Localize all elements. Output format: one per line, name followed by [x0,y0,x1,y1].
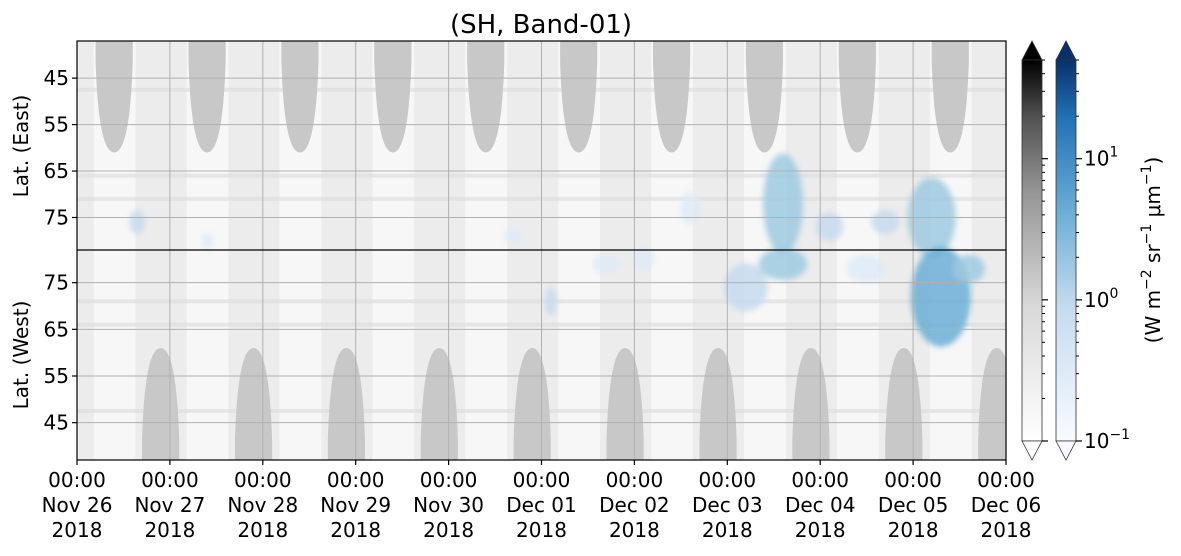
x-tick-label: Nov 30 [413,493,484,517]
x-tick-label: 2018 [516,518,567,542]
x-tick-label: 00:00 [420,468,478,492]
x-tick-label: 2018 [981,518,1032,542]
signal-patch [846,254,887,283]
x-tick-label: Nov 26 [42,493,113,517]
x-tick-label: 2018 [423,518,474,542]
signal-patch [633,247,654,272]
x-tick-label: 2018 [702,518,753,542]
x-tick-label: Nov 27 [134,493,205,517]
upper-y-tick-label: 65 [44,159,69,183]
colorbar-label: (W m−2 sr−1 μm−1) [1139,157,1165,344]
lower-y-tick-label: 45 [44,411,69,435]
x-tick-label: 2018 [609,518,660,542]
x-tick-label: 2018 [52,518,103,542]
upper-y-tick-label: 75 [44,205,69,229]
lower-y-axis: 75 65 55 45 [44,271,77,435]
signal-patch [763,153,804,254]
lower-y-tick-label: 65 [44,317,69,341]
x-tick-label: 00:00 [977,468,1035,492]
upper-y-tick-label: 45 [44,66,69,90]
lower-y-label: Lat. (West) [9,301,33,410]
lower-y-tick-label: 55 [44,364,69,388]
x-tick-label: 00:00 [234,468,292,492]
x-tick-label: Dec 01 [506,493,577,517]
colorbar-tick-label: 101 [1084,145,1118,171]
colorbar-greys-extend-bottom [1021,440,1043,461]
x-tick-label: Nov 29 [320,493,391,517]
x-tick-label: 00:00 [698,468,756,492]
upper-y-axis: 45 55 65 75 [44,66,77,229]
signal-patch [201,232,214,249]
signal-patch [871,210,900,235]
signal-patch [592,254,621,274]
colorbar-greys-extend-top [1021,40,1043,61]
x-tick-label: Dec 05 [878,493,949,517]
colorbar-greys [1021,40,1043,461]
x-tick-label: 00:00 [513,468,571,492]
colorbar-blues-extend-bottom [1055,440,1077,461]
gridlines [77,41,1006,460]
signal-patch [759,248,808,280]
colorbar-blues [1055,40,1077,461]
colorbar-blues-body [1055,59,1077,442]
signal-patch [952,254,985,283]
colorbar-ticks: 101 100 10−1 [1042,59,1130,453]
x-tick-label: 00:00 [48,468,106,492]
signal-patch [680,192,701,225]
x-tick-label: Dec 04 [785,493,856,517]
signal-patch [723,263,768,312]
colorbar-greys-body [1021,59,1043,442]
x-tick-label: Dec 06 [971,493,1042,517]
x-tick-label: 2018 [144,518,195,542]
signal-patch [129,210,146,235]
signal-patches [129,153,985,347]
colorbar-tick-label: 100 [1084,286,1118,312]
plot-area [76,40,1007,461]
x-tick-label: 2018 [888,518,939,542]
x-tick-label: Dec 03 [692,493,763,517]
chart-title: (SH, Band-01) [450,10,632,40]
x-tick-label: 00:00 [884,468,942,492]
x-tick-label: 00:00 [141,468,199,492]
signal-patch [503,228,524,245]
x-tick-label: Nov 28 [227,493,298,517]
x-tick-label: 2018 [330,518,381,542]
x-tick-label: 00:00 [791,468,849,492]
upper-y-tick-label: 55 [44,113,69,137]
x-tick-label: Dec 02 [599,493,670,517]
colorbar-tick-label: 10−1 [1084,427,1130,453]
x-tick-label: 00:00 [606,468,664,492]
lower-y-tick-label: 75 [44,271,69,295]
x-tick-label: 2018 [237,518,288,542]
signal-patch [544,287,557,316]
x-tick-label: 00:00 [327,468,385,492]
x-tick-label: 2018 [795,518,846,542]
upper-y-label: Lat. (East) [9,95,33,198]
signal-patch [815,212,844,241]
colorbar-blues-extend-top [1055,40,1077,61]
